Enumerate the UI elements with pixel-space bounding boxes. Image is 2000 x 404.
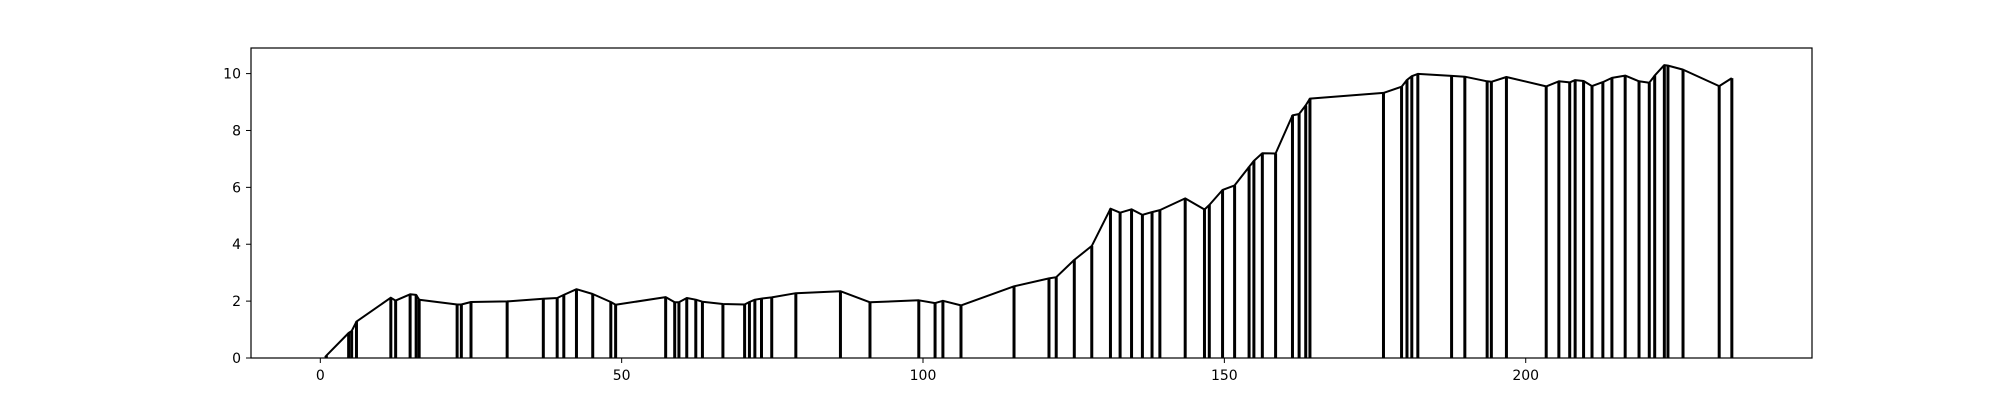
x-tick-label: 50 (613, 368, 631, 384)
x-tick-label: 150 (1211, 368, 1238, 384)
series-line (324, 64, 1733, 358)
y-tick-label: 8 (232, 123, 241, 139)
axes-frame (250, 47, 1813, 359)
x-tick-label: 100 (910, 368, 937, 384)
x-tick-label: 200 (1512, 368, 1539, 384)
y-tick-label: 0 (232, 351, 241, 367)
y-tick-label: 4 (232, 237, 241, 253)
y-tick-label: 6 (232, 180, 241, 196)
y-axis-ticks: 0 2 4 6 8 10 (223, 67, 251, 367)
x-tick-label: 0 (316, 368, 325, 384)
y-tick-label: 2 (232, 294, 241, 310)
marks-layer (323, 65, 1734, 358)
y-tick-label: 10 (223, 67, 241, 83)
line-layer (324, 64, 1733, 358)
x-axis-ticks: 0 50 100 150 200 (316, 358, 1539, 384)
